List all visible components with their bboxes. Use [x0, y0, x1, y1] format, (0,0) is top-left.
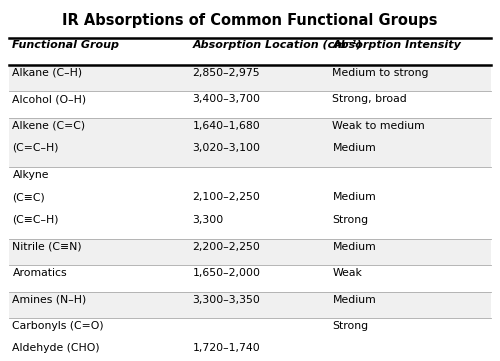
Text: Absorption Location (cm⁻¹): Absorption Location (cm⁻¹) — [192, 40, 362, 50]
Bar — [9, 167, 491, 239]
Text: Strong, broad: Strong, broad — [332, 94, 407, 104]
Text: 2,850–2,975: 2,850–2,975 — [192, 68, 260, 78]
Text: Aromatics: Aromatics — [12, 268, 67, 278]
Text: Alkane (C–H): Alkane (C–H) — [12, 68, 82, 78]
Bar — [9, 91, 491, 118]
Text: Strong: Strong — [332, 215, 368, 225]
Text: 2,200–2,250: 2,200–2,250 — [192, 242, 260, 252]
Text: 3,020–3,100: 3,020–3,100 — [192, 143, 260, 153]
Text: Carbonyls (C=O): Carbonyls (C=O) — [12, 321, 104, 331]
Bar — [9, 65, 491, 91]
Text: Functional Group: Functional Group — [12, 40, 120, 50]
Text: 1,720–1,740: 1,720–1,740 — [192, 343, 260, 353]
Text: 2,100–2,250: 2,100–2,250 — [192, 192, 260, 203]
Bar — [9, 292, 491, 318]
Bar — [9, 239, 491, 265]
Text: (C≡C–H): (C≡C–H) — [12, 215, 59, 225]
Text: 3,300: 3,300 — [192, 215, 224, 225]
Text: Medium to strong: Medium to strong — [332, 68, 429, 78]
Bar — [9, 318, 491, 361]
Text: Weak to medium: Weak to medium — [332, 121, 425, 131]
Text: (C=C–H): (C=C–H) — [12, 143, 59, 153]
Text: 3,300–3,350: 3,300–3,350 — [192, 295, 260, 305]
Text: Amines (N–H): Amines (N–H) — [12, 295, 87, 305]
Text: Absorption Intensity: Absorption Intensity — [332, 40, 462, 50]
Text: Aldehyde (CHO): Aldehyde (CHO) — [12, 343, 100, 353]
Text: 3,400–3,700: 3,400–3,700 — [192, 94, 260, 104]
Text: (C≡C): (C≡C) — [12, 192, 45, 203]
Text: Alkene (C=C): Alkene (C=C) — [12, 121, 86, 131]
Text: Weak: Weak — [332, 268, 362, 278]
Text: IR Absorptions of Common Functional Groups: IR Absorptions of Common Functional Grou… — [62, 13, 438, 28]
Text: Alkyne: Alkyne — [12, 170, 49, 180]
Text: Medium: Medium — [332, 143, 376, 153]
Text: Strong: Strong — [332, 321, 368, 331]
Text: Nitrile (C≡N): Nitrile (C≡N) — [12, 242, 82, 252]
Text: 1,650–2,000: 1,650–2,000 — [192, 268, 260, 278]
Bar — [9, 265, 491, 292]
Text: Medium: Medium — [332, 295, 376, 305]
Text: Medium: Medium — [332, 242, 376, 252]
Text: Medium: Medium — [332, 192, 376, 203]
Text: Alcohol (O–H): Alcohol (O–H) — [12, 94, 86, 104]
Bar — [9, 118, 491, 167]
Text: 1,640–1,680: 1,640–1,680 — [192, 121, 260, 131]
